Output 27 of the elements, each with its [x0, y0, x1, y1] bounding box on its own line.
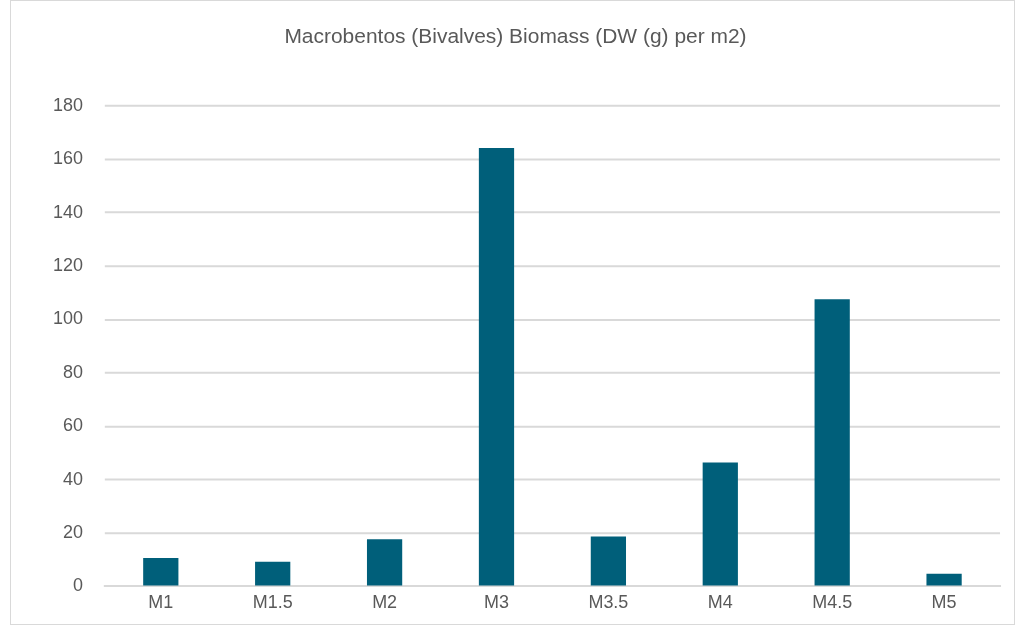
x-tick-label: M4.5: [812, 592, 853, 613]
bar: [702, 462, 738, 586]
x-tick-label: M1.5: [252, 592, 293, 613]
y-tick-label: 20: [62, 522, 83, 543]
y-tick-label: 60: [62, 415, 83, 436]
y-tick-label: 80: [62, 361, 83, 382]
bar: [366, 539, 403, 586]
x-tick-label: M1: [148, 592, 174, 613]
y-tick-label: 120: [52, 255, 83, 276]
bar: [590, 536, 627, 586]
x-tick-label: M4: [707, 592, 733, 613]
bar: [255, 561, 291, 586]
x-tick-label: M3.5: [588, 592, 629, 613]
x-tick-label: M5: [931, 592, 957, 613]
y-tick-label: 140: [52, 201, 83, 222]
x-tick-label: M3: [484, 592, 509, 613]
y-tick-label: 160: [52, 148, 83, 169]
x-tick-label: M2: [372, 592, 398, 613]
chart-title: Macrobentos (Bivalves) Biomass (DW (g) per m2): [284, 24, 747, 48]
bar: [143, 557, 179, 586]
y-tick-label: 40: [62, 468, 83, 489]
y-tick-label: 0: [72, 575, 83, 596]
bar: [814, 299, 850, 586]
bar: [926, 573, 962, 586]
y-tick-label: 180: [52, 94, 83, 115]
bar: [478, 148, 515, 586]
y-tick-label: 100: [52, 308, 83, 329]
